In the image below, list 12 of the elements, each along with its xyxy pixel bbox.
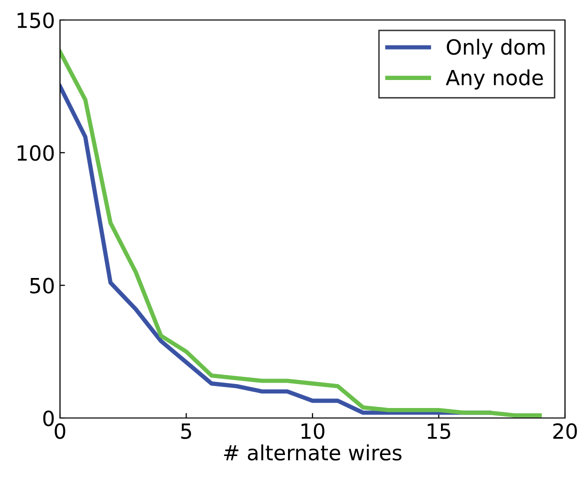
x-tick-label: 15 xyxy=(428,424,450,439)
legend-label: Only dom xyxy=(446,38,544,59)
y-tick-label: 50 xyxy=(30,278,54,294)
x-tick-label: 0 xyxy=(54,423,66,439)
x-tick-label: 5 xyxy=(181,424,192,439)
x-axis-title: # alternate wires xyxy=(224,444,402,461)
x-tick-label: 20 xyxy=(553,423,577,439)
x-tick-label: 10 xyxy=(302,423,324,439)
y-tick-label: 150 xyxy=(18,12,54,28)
y-tick-label: 0 xyxy=(43,410,54,426)
y-tick-label: 100 xyxy=(18,145,54,161)
legend-label: Any node xyxy=(446,69,543,90)
